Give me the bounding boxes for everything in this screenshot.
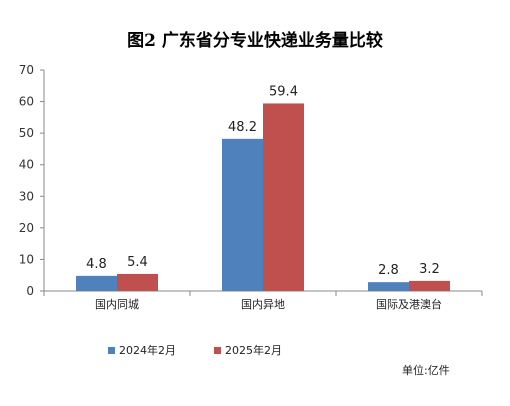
chart-title: 图2 广东省分专业快递业务量比较 xyxy=(127,31,383,51)
bar-2025 xyxy=(263,103,304,291)
legend-swatch-2024 xyxy=(108,346,115,354)
y-tick-label: 70 xyxy=(19,63,34,77)
legend-label-2024: 2024年2月 xyxy=(119,344,176,357)
legend-item-2025: 2025年2月 xyxy=(214,342,282,358)
data-label: 2.8 xyxy=(378,263,399,278)
data-label: 59.4 xyxy=(269,84,298,99)
unit-label: 单位:亿件 xyxy=(402,364,450,377)
bar-2024 xyxy=(76,275,117,291)
bar-2025 xyxy=(409,280,450,291)
y-tick-label: 30 xyxy=(19,189,34,203)
legend-item-2024: 2024年2月 xyxy=(108,342,176,358)
data-label: 48.2 xyxy=(228,120,257,135)
x-category-label: 国际及港澳台 xyxy=(376,297,442,311)
y-tick-label: 10 xyxy=(19,252,34,266)
legend: 2024年2月 2025年2月 xyxy=(108,342,320,358)
legend-label-2025: 2025年2月 xyxy=(225,344,282,357)
y-tick-label: 40 xyxy=(19,158,34,172)
data-label: 5.4 xyxy=(127,255,148,270)
x-category-label: 国内同城 xyxy=(95,297,139,311)
bar-2024 xyxy=(222,138,263,291)
y-tick-label: 0 xyxy=(26,284,34,298)
bar-2024 xyxy=(368,282,409,291)
data-label: 4.8 xyxy=(86,257,107,272)
bar-2025 xyxy=(117,273,158,291)
x-category-label: 国内异地 xyxy=(241,297,285,311)
y-tick-label: 60 xyxy=(19,95,34,109)
legend-swatch-2025 xyxy=(214,346,221,354)
y-tick-label: 20 xyxy=(19,221,34,235)
y-tick-label: 50 xyxy=(19,126,34,140)
data-label: 3.2 xyxy=(419,262,440,277)
